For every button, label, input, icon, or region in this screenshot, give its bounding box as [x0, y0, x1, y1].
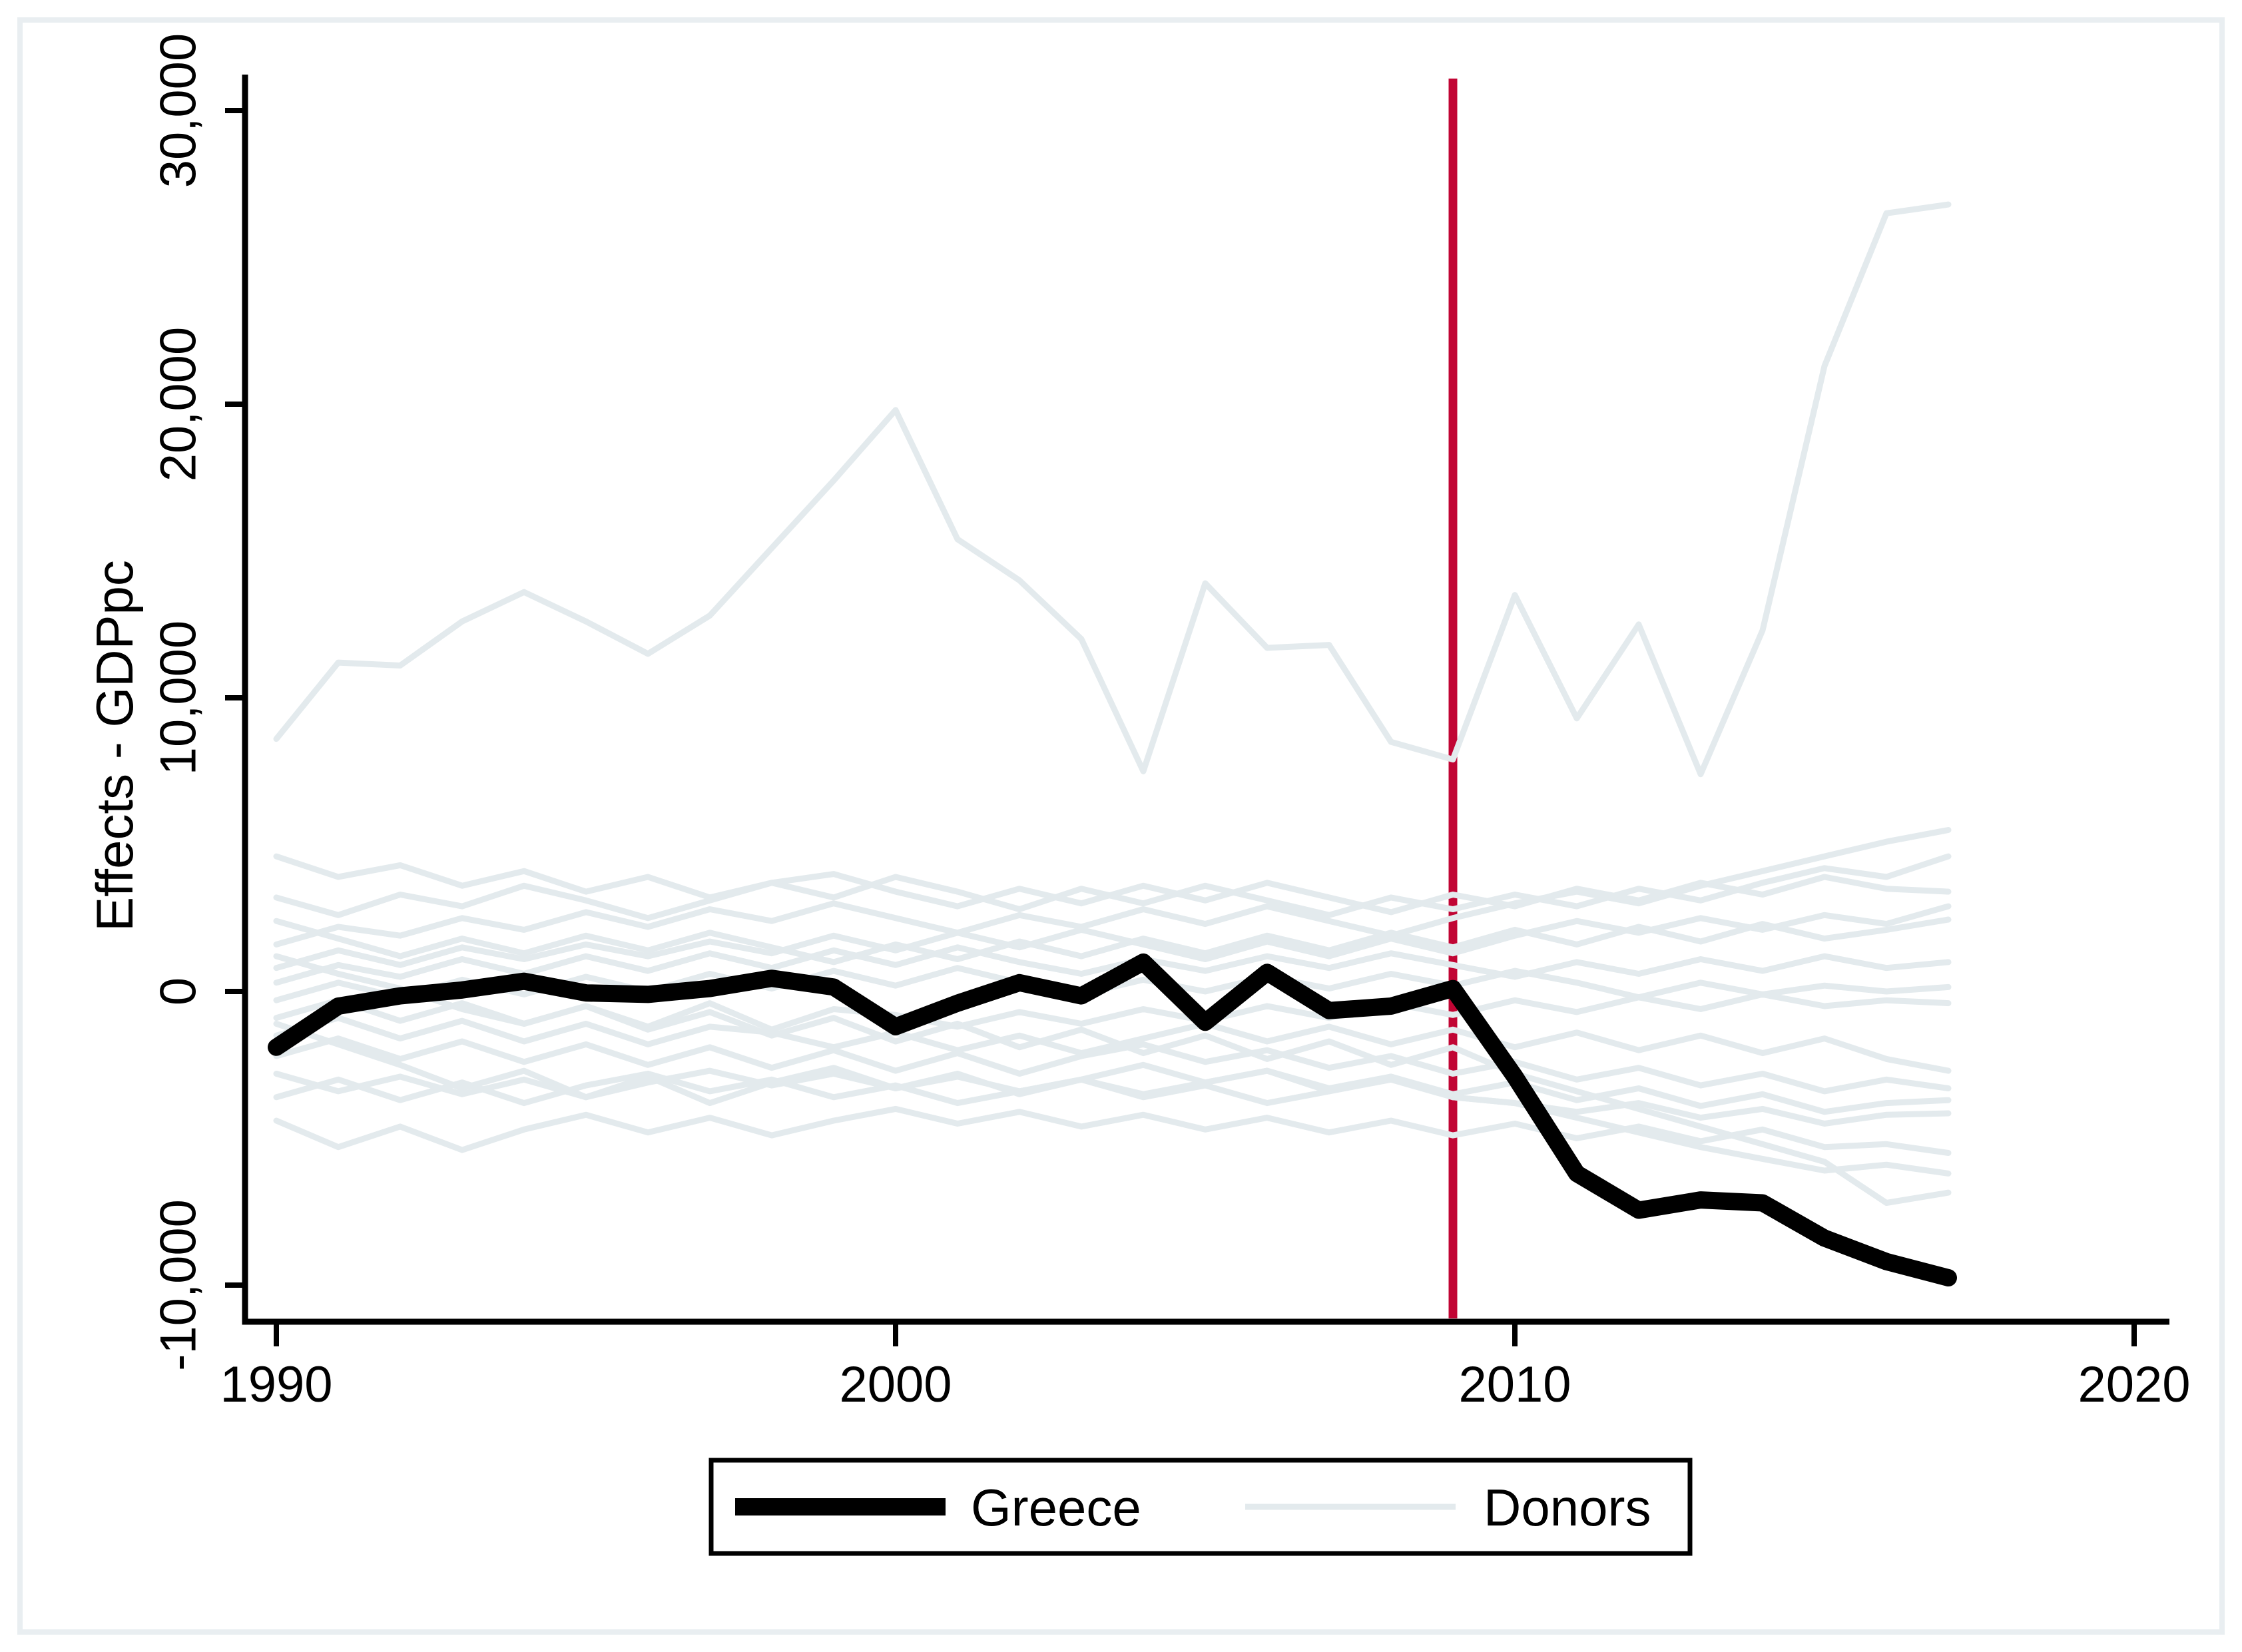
y-tick-label: -10,000 [150, 1199, 207, 1371]
x-tick-label: 2020 [2078, 1356, 2190, 1413]
axes-lines [242, 75, 2169, 1325]
greece-line [268, 953, 1957, 1286]
donor-line [273, 1035, 1952, 1095]
donor-line [273, 853, 1952, 916]
x-tick-label: 2000 [839, 1356, 952, 1413]
donor-line [273, 953, 1952, 1206]
donor-line [273, 916, 1952, 965]
donor-line [273, 1105, 1952, 1156]
donor-line [273, 944, 1952, 986]
x-tick-label: 1990 [220, 1356, 332, 1413]
y-tick-label: 10,000 [150, 621, 207, 775]
donor-line [273, 903, 1952, 971]
donor-line [273, 1071, 1952, 1127]
y-tick-label: 30,000 [150, 33, 207, 188]
y-axis-title: Effects - GDPpc [85, 560, 144, 932]
donor-line [273, 201, 1952, 778]
donor-line [273, 1021, 1952, 1177]
y-tick-label: 0 [150, 977, 207, 1005]
axes-group: -10,000 0 10,000 20,000 30,000 1990 2000 2010 20… [150, 33, 2191, 1413]
legend-label-greece: Greece [971, 1478, 1141, 1537]
graph-region-border [17, 17, 2225, 1635]
series-lines-group [268, 201, 1957, 1286]
donor-line [273, 1015, 1952, 1074]
x-tick-label: 2010 [1458, 1356, 1571, 1413]
legend: Greece Donors [708, 1458, 1693, 1556]
y-tick-label: 20,000 [150, 327, 207, 481]
legend-label-donors: Donors [1484, 1478, 1651, 1537]
